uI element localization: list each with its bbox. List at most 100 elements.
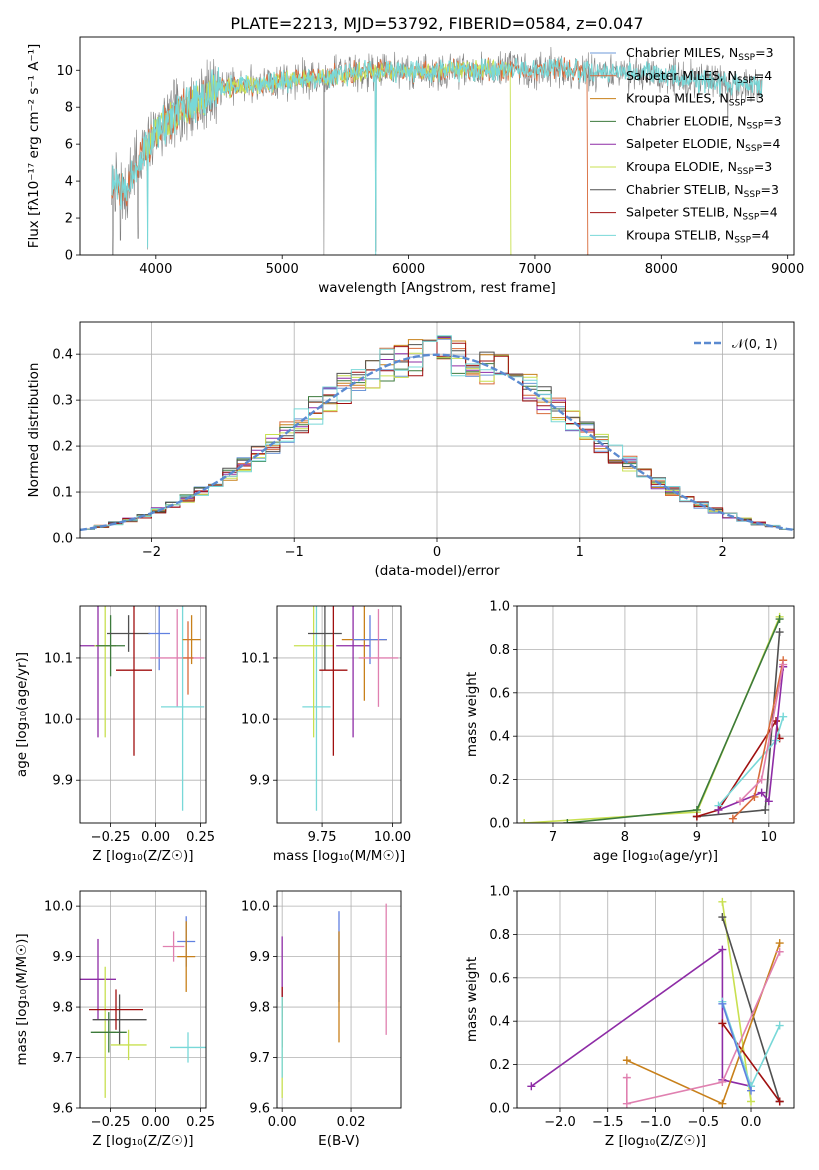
data-point bbox=[358, 609, 399, 707]
x-axis-label: Z [log₁₀(Z/Z☉)] bbox=[92, 848, 193, 864]
legend-text: Salpeter ELODIE, N bbox=[626, 136, 745, 151]
series-line bbox=[721, 916, 781, 1102]
x-tick-label: 1 bbox=[576, 545, 584, 560]
legend-value: =4 bbox=[759, 205, 777, 220]
x-tick-label: −0.5 bbox=[687, 1115, 719, 1130]
model-elodie-line bbox=[142, 58, 512, 255]
y-tick-label: 9.6 bbox=[52, 1102, 73, 1117]
x-tick-label: −1 bbox=[285, 545, 304, 560]
legend-entry: Kroupa STELIB, NSSP=4 bbox=[626, 227, 770, 245]
x-tick-label: 0.00 bbox=[141, 1115, 170, 1130]
legend-text: Salpeter MILES, N bbox=[626, 68, 737, 83]
ticks: −2.0 −1.5 −1.0 −0.5 0.0 0.0 0.2 0.4 0.6 0.8 1.0 bbox=[489, 885, 761, 1131]
y-tick-label: 9.7 bbox=[249, 1051, 270, 1066]
legend-entry: Salpeter STELIB, NSSP=4 bbox=[626, 205, 778, 223]
legend-text: Chabrier STELIB, N bbox=[626, 182, 744, 197]
y-axis-label: mass weight bbox=[464, 672, 480, 757]
legend-text: Chabrier ELODIE, N bbox=[626, 113, 746, 128]
x-tick-label: 0.0 bbox=[741, 1115, 762, 1130]
data-point bbox=[89, 989, 143, 1030]
x-tick-label: 9 bbox=[693, 830, 701, 845]
y-tick-label: 10.0 bbox=[241, 713, 270, 728]
plus-marker bbox=[775, 947, 784, 956]
y-tick-label: 10.1 bbox=[44, 651, 73, 666]
data-point bbox=[353, 615, 387, 665]
plus-marker bbox=[757, 775, 766, 784]
data-point bbox=[293, 606, 334, 738]
axes-frame bbox=[79, 890, 207, 1109]
legend-text: Kroupa ELODIE, N bbox=[626, 159, 737, 174]
plus-marker bbox=[779, 660, 788, 669]
legend-value: =4 bbox=[751, 227, 769, 242]
x-tick-label: 9.75 bbox=[308, 830, 337, 845]
plus-marker bbox=[728, 814, 737, 823]
y-tick-label: 1.0 bbox=[489, 600, 510, 615]
legend-entry: Salpeter MILES, NSSP=4 bbox=[626, 68, 772, 86]
y-tick-label: 1.0 bbox=[489, 885, 510, 900]
x-tick-label: 6000 bbox=[392, 262, 425, 277]
legend-entry: Kroupa MILES, NSSP=3 bbox=[626, 91, 764, 109]
y-tick-label: 0.1 bbox=[52, 486, 73, 501]
data-point bbox=[308, 606, 342, 671]
normal-curve bbox=[80, 353, 794, 532]
series-line bbox=[626, 951, 781, 1105]
legend-subscript: SSP bbox=[744, 190, 761, 200]
y-tick-label: 6 bbox=[65, 138, 73, 153]
x-axis-label: mass [log₁₀(M/M☉)] bbox=[273, 848, 405, 864]
plus-marker bbox=[775, 628, 784, 637]
histogram-step bbox=[80, 339, 794, 530]
y-tick-label: 9.8 bbox=[52, 1001, 73, 1016]
x-tick-label: 2 bbox=[718, 545, 726, 560]
x-tick-label: 8000 bbox=[645, 262, 678, 277]
plus-marker bbox=[775, 939, 784, 948]
y-tick-label: 9.7 bbox=[52, 1051, 73, 1066]
panel-age-vs-mass: 9.75 10.00 9.9 10.0 10.1 mass [log₁₀(M/M☉)] bbox=[241, 605, 411, 864]
legend-value: =3 bbox=[746, 91, 764, 106]
plus-marker bbox=[775, 615, 784, 624]
plus-marker bbox=[718, 1019, 727, 1028]
legend-text: Kroupa STELIB, N bbox=[626, 227, 734, 242]
legend-subscript: SSP bbox=[734, 235, 751, 245]
data-point bbox=[161, 606, 205, 811]
axes-frame bbox=[276, 605, 402, 824]
legend-subscript: SSP bbox=[742, 213, 759, 223]
x-tick-label: −1.5 bbox=[592, 1115, 624, 1130]
legend-value: =3 bbox=[755, 45, 773, 60]
axes-frame bbox=[276, 890, 402, 1109]
y-axis-label: Normed distribution bbox=[26, 363, 42, 498]
x-tick-label: 7000 bbox=[518, 262, 551, 277]
y-axis-label: mass [log₁₀(M/M☉)] bbox=[14, 933, 30, 1065]
data-point bbox=[182, 621, 194, 695]
y-tick-label: 0 bbox=[65, 249, 73, 264]
grid bbox=[517, 605, 794, 824]
x-tick-label: 0.25 bbox=[186, 830, 215, 845]
data-point bbox=[182, 615, 201, 665]
plus-marker bbox=[761, 805, 770, 814]
plus-marker bbox=[692, 812, 701, 821]
plus-marker bbox=[747, 1097, 756, 1106]
legend-value: =3 bbox=[761, 182, 779, 197]
y-tick-label: 10.1 bbox=[241, 651, 270, 666]
data-point bbox=[177, 921, 196, 992]
plus-marker bbox=[718, 897, 727, 906]
data-point bbox=[150, 609, 205, 707]
legend-text: Kroupa MILES, N bbox=[626, 91, 729, 106]
series-line bbox=[721, 1003, 752, 1091]
residual-legend: 𝒩(0, 1) bbox=[694, 336, 778, 351]
x-tick-label: −2.0 bbox=[544, 1115, 576, 1130]
model-miles-line bbox=[111, 57, 589, 255]
legend-entry: Chabrier STELIB, NSSP=3 bbox=[626, 182, 779, 200]
plot-area bbox=[80, 916, 206, 1098]
plus-marker bbox=[718, 945, 727, 954]
x-tick-label: −2 bbox=[142, 545, 161, 560]
plus-marker bbox=[775, 1021, 784, 1030]
y-tick-label: 0.2 bbox=[489, 1058, 510, 1073]
legend-subscript: SSP bbox=[738, 53, 755, 63]
y-tick-label: 2 bbox=[65, 212, 73, 227]
series-line bbox=[721, 901, 752, 1102]
x-axis-label: age [log₁₀(age/yr)] bbox=[593, 848, 718, 864]
x-tick-label: 4000 bbox=[139, 262, 172, 277]
x-tick-label: 5000 bbox=[266, 262, 299, 277]
plus-marker bbox=[718, 1077, 727, 1086]
y-tick-label: 0.8 bbox=[489, 928, 510, 943]
